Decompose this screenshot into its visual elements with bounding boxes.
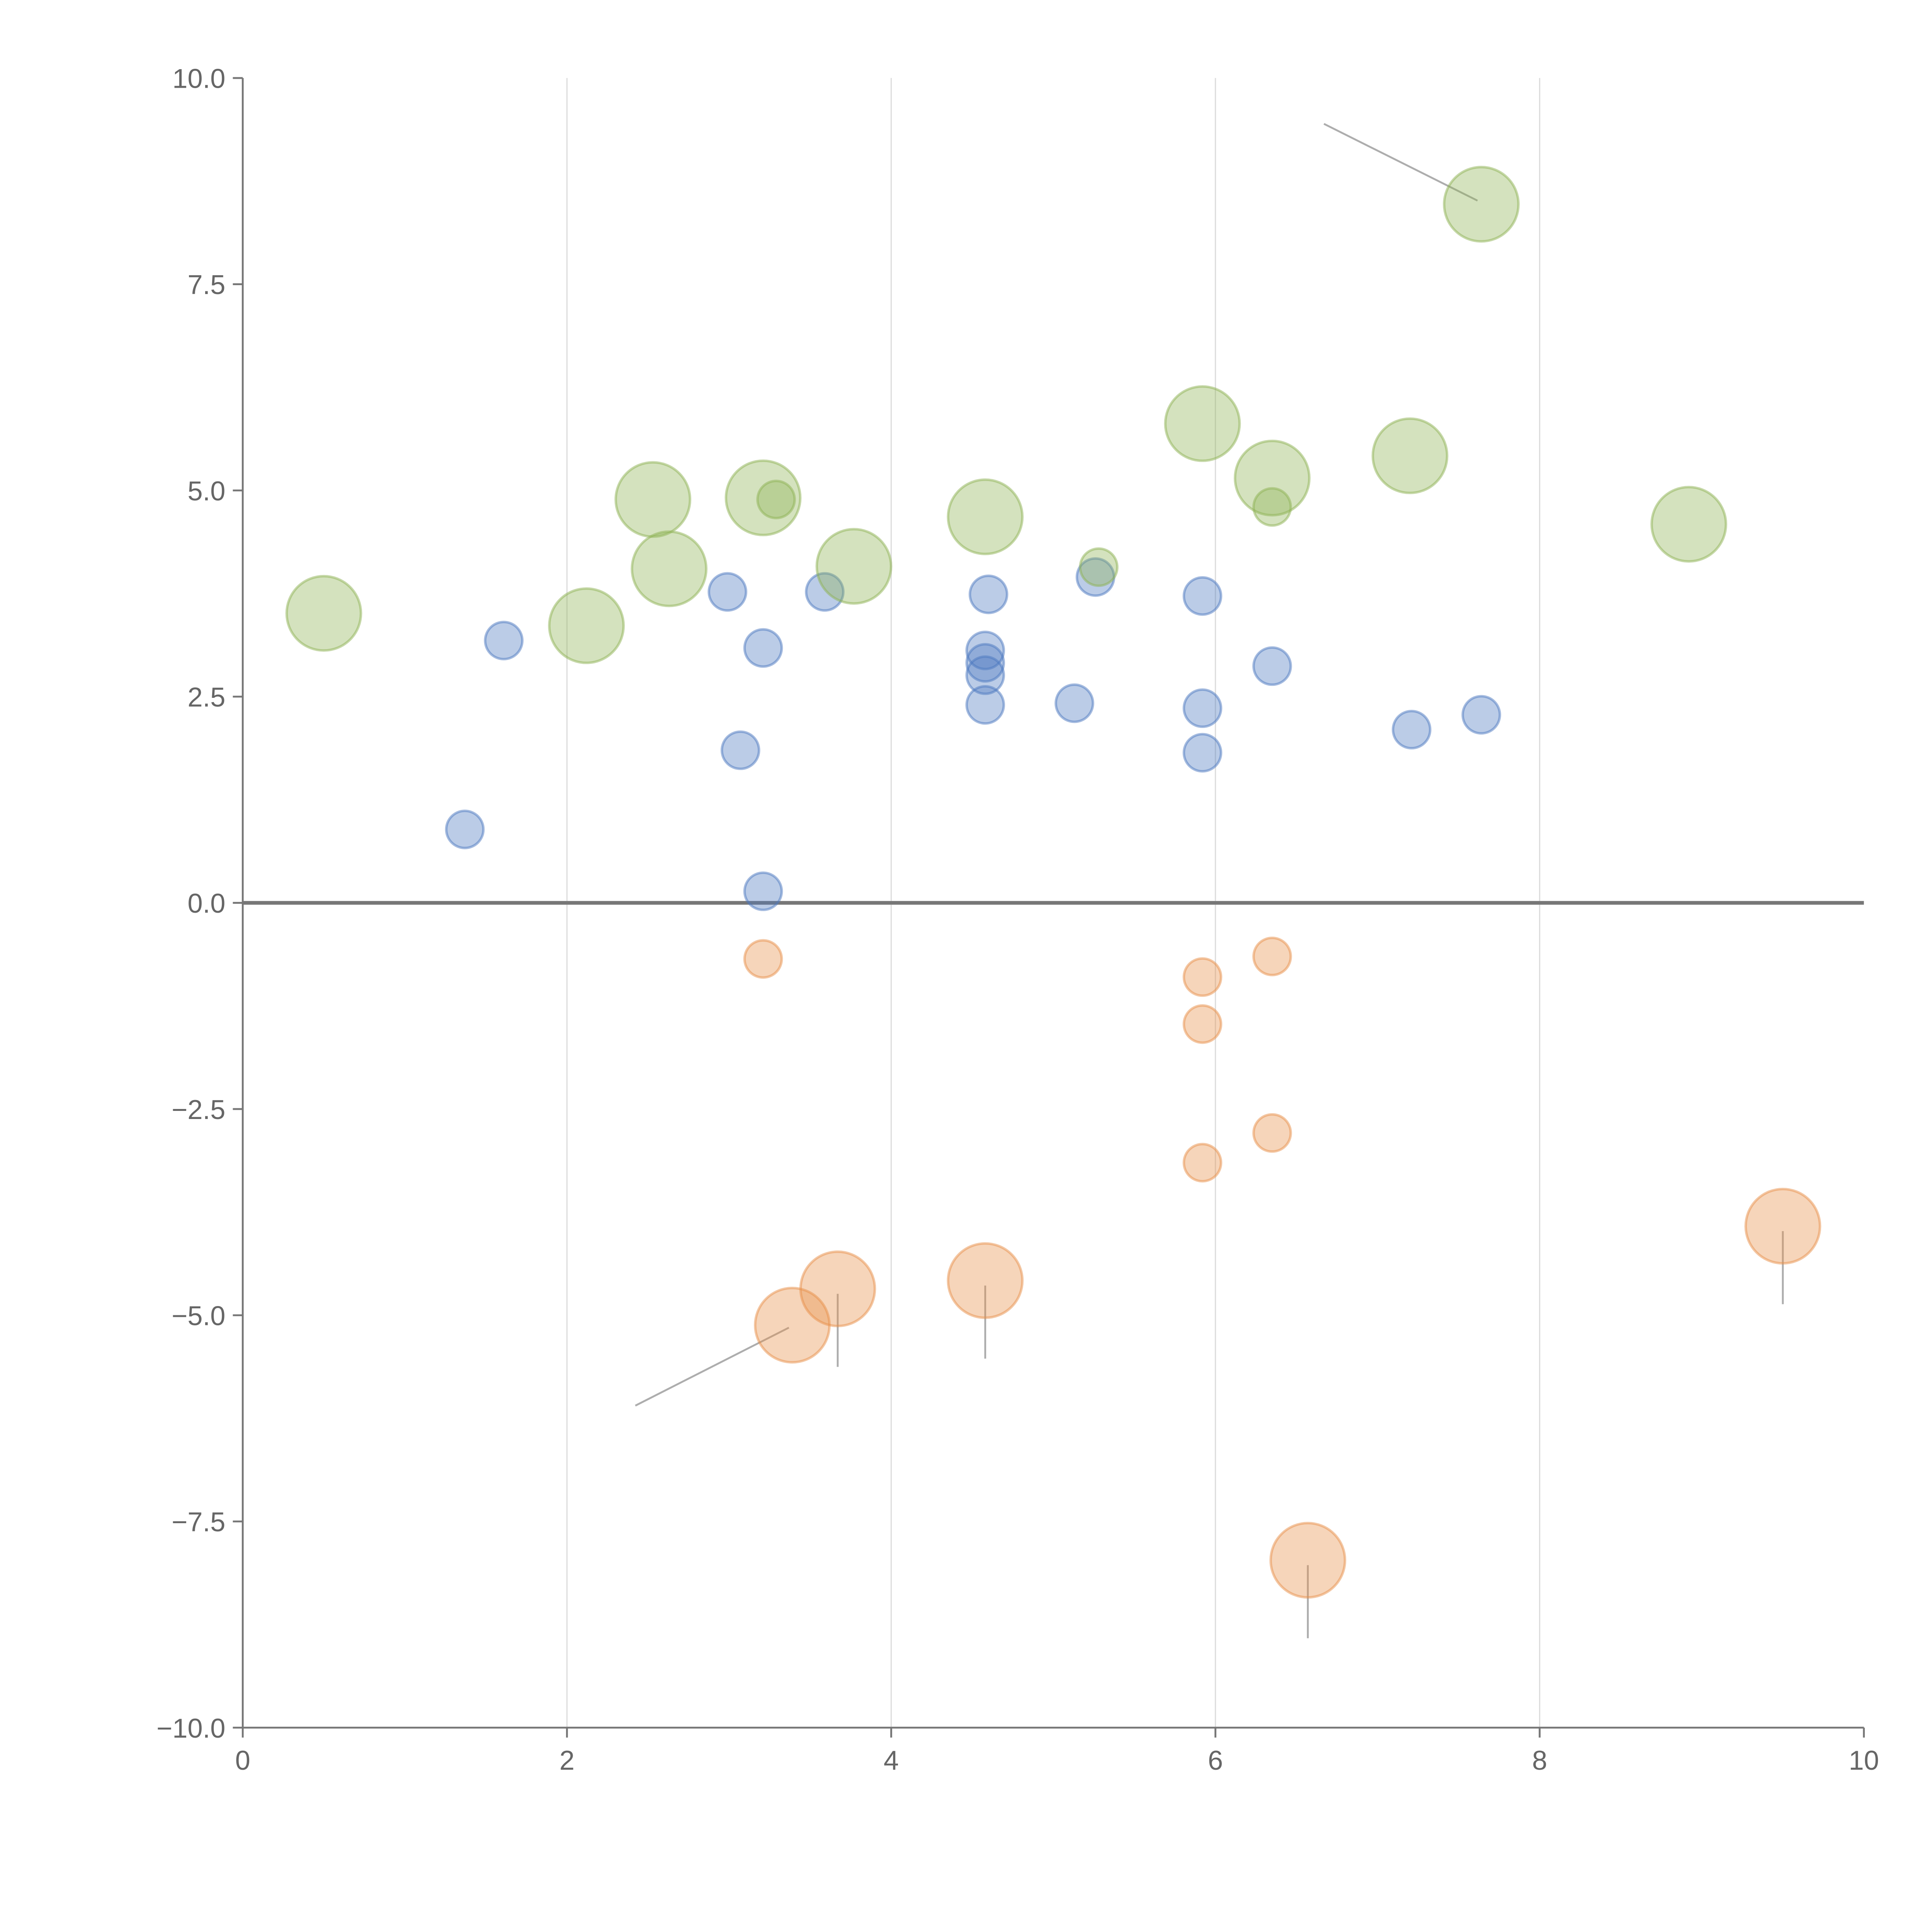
blue-point <box>965 643 1005 683</box>
x-tick-label: 4 <box>884 1745 899 1776</box>
green-point <box>631 530 707 607</box>
x-tick-label: 0 <box>235 1745 250 1776</box>
green-point <box>285 575 362 652</box>
green-point <box>1164 385 1241 462</box>
green-point <box>1079 547 1119 587</box>
x-tick-label: 8 <box>1532 1745 1547 1776</box>
green-point <box>1371 417 1449 494</box>
orange-point <box>799 1250 876 1327</box>
blue-point <box>1054 683 1094 723</box>
y-tick-label: −10.0 <box>156 1713 225 1743</box>
orange-point <box>1269 1522 1347 1599</box>
orange-point <box>1182 1004 1223 1044</box>
blue-point <box>445 810 485 849</box>
blue-point <box>720 730 760 770</box>
y-tick-label: −5.0 <box>172 1300 225 1331</box>
green-point <box>548 587 625 664</box>
blue-point <box>1182 733 1223 773</box>
y-tick-label: −2.5 <box>172 1094 225 1125</box>
blue-point <box>743 628 783 668</box>
blue-point <box>1461 695 1501 735</box>
blue-point <box>1182 688 1223 728</box>
green-point <box>815 528 893 605</box>
blue-point <box>707 572 747 612</box>
y-tick-label: 7.5 <box>187 269 225 300</box>
green-point <box>1233 439 1311 517</box>
blue-point <box>965 685 1005 725</box>
y-tick-label: 5.0 <box>187 476 225 506</box>
leader-line <box>635 1327 789 1406</box>
green-point <box>947 478 1024 555</box>
orange-point <box>743 939 783 979</box>
blue-point <box>968 574 1009 614</box>
green-point <box>1650 486 1727 563</box>
blue-point <box>1391 709 1432 750</box>
orange-point <box>1744 1187 1821 1265</box>
data-points <box>285 166 1821 1599</box>
orange-point <box>947 1242 1024 1319</box>
green-point <box>756 480 796 519</box>
orange-point <box>1182 957 1223 997</box>
green-point <box>1443 166 1520 243</box>
leader-lines <box>635 123 1784 1638</box>
orange-point <box>1182 1143 1223 1183</box>
orange-point <box>1252 1113 1292 1153</box>
green-point <box>614 461 692 538</box>
leader-line <box>1323 123 1478 202</box>
blue-point <box>1252 646 1292 686</box>
blue-point <box>1182 576 1223 616</box>
green-point <box>1252 487 1292 527</box>
y-tick-label: 2.5 <box>187 682 225 713</box>
blue-point <box>965 655 1005 695</box>
x-tick-label: 10 <box>1849 1745 1879 1776</box>
orange-point <box>1252 937 1292 976</box>
axes: 0 2 4 6 8 10 10.0 7.5 5.0 2.5 0.0 −2.5 −5.0 −7.5 −10.0 <box>156 63 1879 1776</box>
blue-point <box>743 871 783 911</box>
y-tick-label: −7.5 <box>172 1507 225 1537</box>
x-tick-label: 6 <box>1208 1745 1223 1776</box>
y-tick-label: 10.0 <box>172 63 225 94</box>
blue-point <box>805 572 845 612</box>
y-tick-label: 0.0 <box>187 888 225 918</box>
x-tick-label: 2 <box>560 1745 575 1776</box>
blue-point <box>484 621 524 661</box>
